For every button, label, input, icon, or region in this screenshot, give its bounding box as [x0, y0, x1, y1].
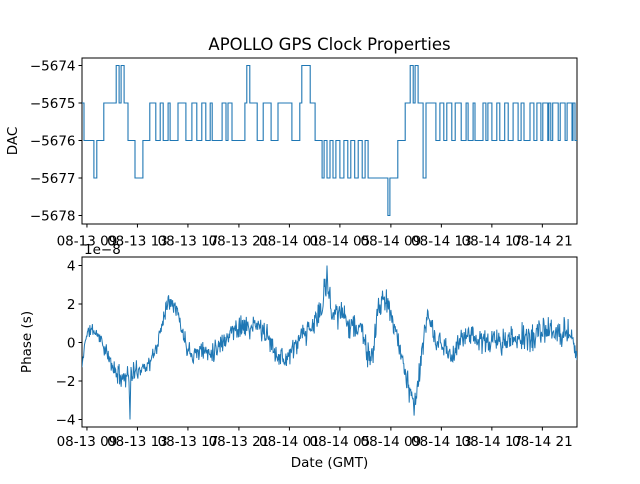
date-axis-label: Date (GMT) [291, 455, 368, 471]
x-tick-label: 08-14 17 [462, 234, 523, 250]
y-tick-label: −5677 [30, 171, 76, 187]
x-tick-label: 08-13 13 [107, 434, 168, 450]
x-tick-label: 08-14 17 [462, 434, 523, 450]
x-tick-label: 08-14 05 [310, 434, 371, 450]
phase-axis-label: Phase (s) [19, 311, 35, 373]
offset-exponent-label: 1e−8 [84, 242, 121, 258]
y-tick-label: 0 [67, 335, 76, 351]
x-tick-label: 08-13 21 [209, 434, 270, 450]
x-tick-label: 08-13 09 [57, 234, 118, 250]
x-tick-label: 08-14 01 [259, 434, 320, 450]
x-tick-label: 08-14 09 [361, 434, 422, 450]
x-tick-label: 08-14 13 [411, 434, 472, 450]
x-tick-label: 08-14 09 [361, 234, 422, 250]
x-tick-label: 08-13 17 [158, 234, 219, 250]
x-tick-label: 08-14 21 [512, 434, 573, 450]
y-tick-label: 4 [67, 258, 76, 274]
phase-series-line [82, 265, 577, 420]
y-tick-label: −4 [56, 412, 76, 428]
y-tick-label: −5674 [30, 58, 76, 74]
x-tick-label: 08-14 05 [310, 234, 371, 250]
x-tick-label: 08-13 09 [57, 434, 118, 450]
y-tick-label: −5675 [30, 96, 76, 112]
x-tick-label: 08-13 21 [209, 234, 270, 250]
y-tick-label: −5676 [30, 133, 76, 149]
y-tick-label: −2 [56, 374, 76, 390]
y-tick-label: 2 [67, 297, 76, 313]
y-tick-label: −5678 [30, 208, 76, 224]
chart-title: APOLLO GPS Clock Properties [208, 35, 450, 54]
x-tick-label: 08-14 01 [259, 234, 320, 250]
dac-axis-label: DAC [5, 127, 21, 156]
x-tick-label: 08-14 13 [411, 234, 472, 250]
x-tick-label: 08-14 21 [512, 234, 573, 250]
dac-series-line [82, 64, 577, 217]
x-tick-label: 08-13 13 [107, 234, 168, 250]
x-tick-label: 08-13 17 [158, 434, 219, 450]
